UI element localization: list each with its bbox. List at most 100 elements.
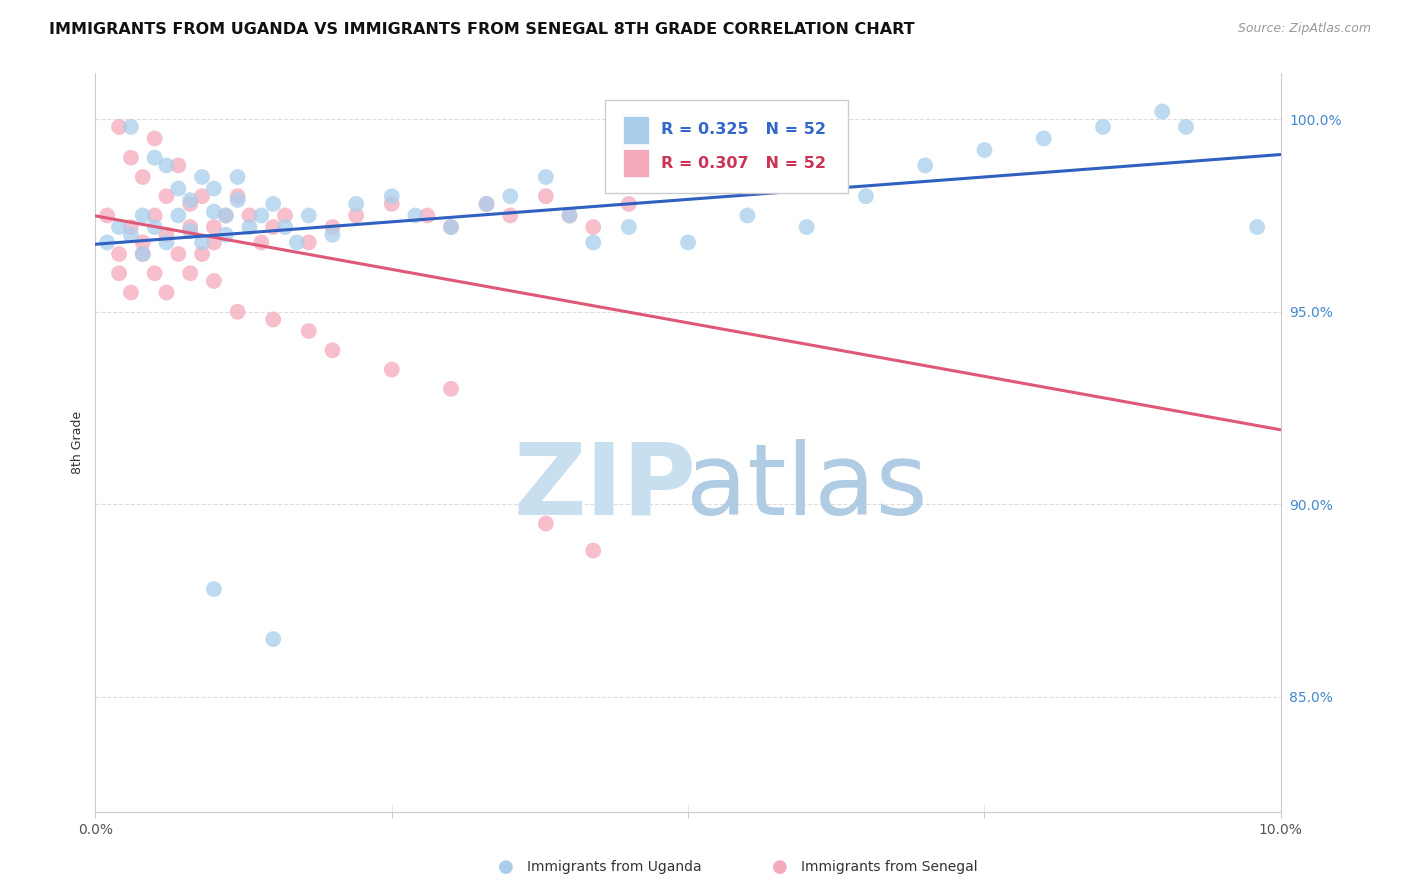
Point — [534, 169, 557, 184]
Point — [1032, 131, 1054, 145]
Point — [226, 305, 249, 319]
Point — [298, 209, 321, 223]
Point — [179, 197, 201, 211]
Point — [381, 197, 404, 211]
Point — [179, 220, 201, 235]
Point — [226, 193, 249, 207]
Point — [96, 235, 118, 250]
Point — [1175, 120, 1198, 134]
Point — [108, 247, 131, 261]
Point — [191, 235, 214, 250]
Text: atlas: atlas — [686, 439, 928, 535]
Point — [167, 181, 190, 195]
Text: Immigrants from Senegal: Immigrants from Senegal — [801, 860, 979, 874]
Point — [1246, 220, 1268, 235]
Point — [285, 235, 308, 250]
Point — [143, 220, 166, 235]
Point — [404, 209, 426, 223]
Text: R = 0.307   N = 52: R = 0.307 N = 52 — [661, 156, 825, 170]
Point — [108, 220, 131, 235]
Point — [202, 181, 225, 195]
Point — [202, 274, 225, 288]
Point — [973, 143, 995, 157]
Point — [202, 220, 225, 235]
Point — [250, 209, 273, 223]
Point — [475, 197, 498, 211]
Point — [155, 235, 177, 250]
Point — [344, 209, 367, 223]
Point — [108, 266, 131, 280]
Point — [132, 247, 155, 261]
Point — [191, 169, 214, 184]
Point — [1092, 120, 1115, 134]
Point — [914, 158, 936, 172]
Point — [274, 220, 297, 235]
Y-axis label: 8th Grade: 8th Grade — [72, 411, 84, 475]
Point — [143, 266, 166, 280]
Point — [120, 220, 142, 235]
Point — [215, 209, 238, 223]
Point — [179, 224, 201, 238]
Point — [558, 209, 581, 223]
Point — [534, 189, 557, 203]
Point — [155, 227, 177, 242]
Point — [262, 312, 284, 326]
Point — [202, 235, 225, 250]
Point — [155, 285, 177, 300]
Point — [855, 189, 877, 203]
Text: IMMIGRANTS FROM UGANDA VS IMMIGRANTS FROM SENEGAL 8TH GRADE CORRELATION CHART: IMMIGRANTS FROM UGANDA VS IMMIGRANTS FRO… — [49, 22, 915, 37]
Point — [440, 382, 463, 396]
Point — [167, 158, 190, 172]
Point — [737, 209, 759, 223]
Point — [120, 120, 142, 134]
Point — [143, 151, 166, 165]
Point — [262, 220, 284, 235]
Point — [416, 209, 439, 223]
Point — [143, 209, 166, 223]
Point — [191, 247, 214, 261]
Text: ●: ● — [498, 858, 515, 876]
Point — [226, 169, 249, 184]
Point — [108, 120, 131, 134]
Point — [143, 131, 166, 145]
Bar — [623, 116, 650, 144]
Point — [202, 582, 225, 596]
Point — [298, 324, 321, 338]
Text: ●: ● — [772, 858, 789, 876]
Bar — [623, 149, 650, 178]
Point — [215, 209, 238, 223]
Point — [120, 227, 142, 242]
Point — [262, 197, 284, 211]
Point — [1152, 104, 1174, 119]
Text: Source: ZipAtlas.com: Source: ZipAtlas.com — [1237, 22, 1371, 36]
Point — [132, 169, 155, 184]
Point — [582, 220, 605, 235]
Point — [120, 151, 142, 165]
Point — [167, 209, 190, 223]
Point — [262, 632, 284, 647]
FancyBboxPatch shape — [605, 100, 848, 193]
Point — [321, 220, 343, 235]
Point — [534, 516, 557, 531]
Point — [298, 235, 321, 250]
Point — [582, 543, 605, 558]
Point — [250, 235, 273, 250]
Text: R = 0.325   N = 52: R = 0.325 N = 52 — [661, 122, 825, 137]
Point — [191, 189, 214, 203]
Point — [226, 189, 249, 203]
Point — [440, 220, 463, 235]
Point — [558, 209, 581, 223]
Point — [440, 220, 463, 235]
Point — [96, 209, 118, 223]
Point — [167, 247, 190, 261]
Point — [132, 209, 155, 223]
Point — [381, 362, 404, 376]
Point — [120, 285, 142, 300]
Point — [344, 197, 367, 211]
Point — [676, 235, 699, 250]
Point — [132, 247, 155, 261]
Point — [796, 220, 818, 235]
Text: ZIP: ZIP — [513, 439, 696, 535]
Point — [475, 197, 498, 211]
Point — [179, 193, 201, 207]
